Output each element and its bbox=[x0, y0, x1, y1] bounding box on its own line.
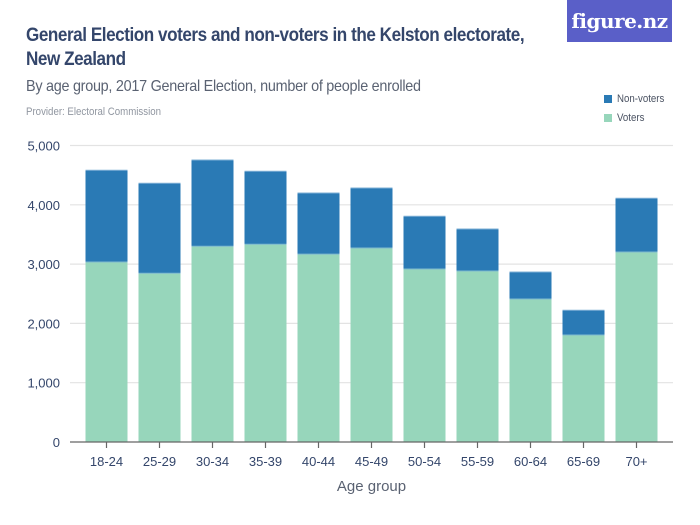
legend-item-voters: Voters bbox=[604, 108, 671, 127]
bars bbox=[85, 159, 658, 442]
figure-nz-logo[interactable]: figure.nz bbox=[567, 0, 672, 42]
x-axis: 18-24 25-29 30-34 35-39 40-44 45-49 50-54 55-59… bbox=[70, 441, 673, 469]
y-tick-label: 4,000 bbox=[27, 198, 60, 213]
y-tick-label: 2,000 bbox=[27, 316, 60, 331]
bar-group-35-39 bbox=[244, 170, 287, 442]
bar-voters[interactable] bbox=[244, 244, 287, 442]
bar-group-55-59 bbox=[456, 228, 499, 442]
bar-voters[interactable] bbox=[615, 252, 658, 442]
bar-non-voters[interactable] bbox=[85, 170, 128, 263]
bar-non-voters[interactable] bbox=[562, 310, 605, 336]
x-tick-label: 30-34 bbox=[196, 454, 229, 469]
legend-swatch-voters bbox=[604, 113, 612, 122]
x-tick-label: 25-29 bbox=[143, 454, 176, 469]
chart-title-line-1: General Election voters and non-voters i… bbox=[26, 25, 525, 46]
x-tick-label: 70+ bbox=[625, 454, 647, 469]
x-tick-label: 50-54 bbox=[408, 454, 441, 469]
bar-group-65-69 bbox=[562, 309, 605, 442]
bar-non-voters[interactable] bbox=[297, 192, 340, 255]
x-tick-label: 45-49 bbox=[355, 454, 388, 469]
bar-group-40-44 bbox=[297, 192, 340, 442]
bar-voters[interactable] bbox=[456, 270, 499, 442]
bar-voters[interactable] bbox=[191, 246, 234, 442]
provider-text: Provider: Electoral Commission bbox=[26, 106, 162, 118]
x-tick-label: 18-24 bbox=[90, 454, 123, 469]
bar-group-60-64 bbox=[509, 271, 552, 442]
bar-group-30-34 bbox=[191, 159, 234, 442]
y-tick-label: 3,000 bbox=[27, 257, 60, 272]
x-tick-label: 60-64 bbox=[514, 454, 547, 469]
bar-voters[interactable] bbox=[85, 262, 128, 442]
bar-voters[interactable] bbox=[138, 273, 181, 442]
y-tick-label: 1,000 bbox=[27, 376, 60, 391]
bar-non-voters[interactable] bbox=[403, 216, 446, 270]
legend-swatch-non-voters bbox=[604, 94, 612, 103]
bar-non-voters[interactable] bbox=[138, 183, 181, 274]
bar-group-18-24 bbox=[85, 169, 128, 442]
bar-voters[interactable] bbox=[350, 248, 393, 442]
bar-non-voters[interactable] bbox=[456, 228, 499, 271]
legend-label: Voters bbox=[617, 111, 645, 124]
bar-non-voters[interactable] bbox=[244, 171, 287, 245]
bar-voters[interactable] bbox=[297, 254, 340, 442]
bar-voters[interactable] bbox=[403, 269, 446, 442]
x-axis-title: Age group bbox=[337, 478, 406, 495]
bar-group-45-49 bbox=[350, 187, 393, 442]
legend-item-non-voters: Non-voters bbox=[604, 89, 671, 108]
bar-non-voters[interactable] bbox=[191, 160, 234, 247]
x-tick-label: 55-59 bbox=[461, 454, 494, 469]
chart-title-line-2: New Zealand bbox=[26, 49, 126, 70]
bar-voters[interactable] bbox=[509, 299, 552, 442]
legend: Non-voters Voters bbox=[604, 89, 671, 127]
bar-voters[interactable] bbox=[562, 335, 605, 442]
chart-title: General Election voters and non-voters i… bbox=[26, 24, 525, 72]
bar-group-50-54 bbox=[403, 215, 446, 442]
bar-non-voters[interactable] bbox=[350, 188, 393, 249]
chart-subtitle: By age group, 2017 General Election, num… bbox=[26, 78, 421, 95]
y-axis-ticks: 0 1,000 2,000 3,000 4,000 5,000 bbox=[27, 139, 60, 451]
bar-group-70+ bbox=[615, 197, 658, 442]
bar-non-voters[interactable] bbox=[615, 198, 658, 253]
y-tick-label: 5,000 bbox=[27, 139, 60, 154]
x-tick-label: 65-69 bbox=[567, 454, 600, 469]
y-tick-label: 0 bbox=[53, 435, 60, 450]
bar-non-voters[interactable] bbox=[509, 271, 552, 300]
bar-group-25-29 bbox=[138, 182, 181, 442]
legend-label: Non-voters bbox=[617, 92, 665, 105]
x-tick-label: 35-39 bbox=[249, 454, 282, 469]
x-tick-label: 40-44 bbox=[302, 454, 335, 469]
